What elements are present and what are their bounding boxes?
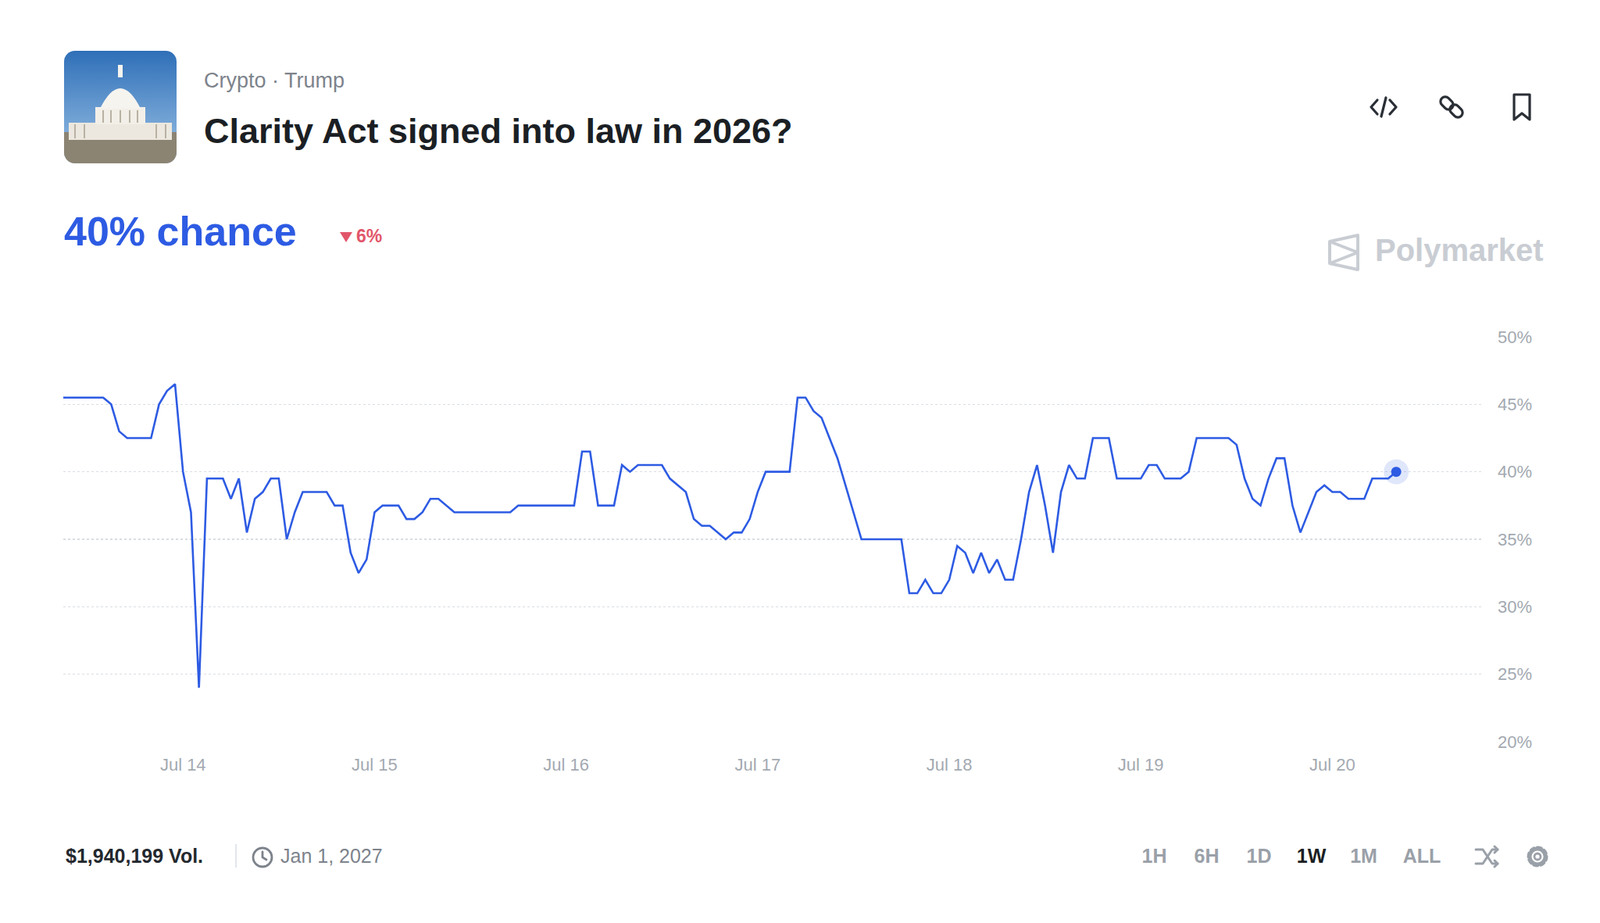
html-text:Clarity Act signed into law in: Clarity Act signed into law in 2026? <box>203 110 793 151</box>
html-text:$1,940,199 Vol.: $1,940,199 Vol. <box>65 844 204 867</box>
svg-text:Jul 19: Jul 19 <box>1117 754 1165 775</box>
html-text:Polymarket: Polymarket <box>1375 232 1544 268</box>
svg-text:50%: 50% <box>1497 327 1533 347</box>
svg-text:Jul 16: Jul 16 <box>542 754 590 775</box>
svg-text:30%: 30% <box>1497 596 1533 617</box>
html-text:Jan 1, 2027: Jan 1, 2027 <box>280 844 383 867</box>
svg-text:40%: 40% <box>1497 461 1533 482</box>
svg-text:35%: 35% <box>1497 529 1533 550</box>
html-text:1W: 1W <box>1296 844 1327 867</box>
svg-text:Jul 14: Jul 14 <box>160 754 207 775</box>
html-text:1M: 1M <box>1350 844 1378 867</box>
html-text:ALL: ALL <box>1402 844 1441 867</box>
html-text:6H: 6H <box>1194 844 1220 867</box>
svg-text:Jul 18: Jul 18 <box>926 754 973 775</box>
svg-text:25%: 25% <box>1497 664 1533 684</box>
svg-text:Jul 20: Jul 20 <box>1309 754 1356 775</box>
svg-text:Jul 15: Jul 15 <box>351 754 398 775</box>
svg-text:20%: 20% <box>1497 732 1533 752</box>
html-text:6%: 6% <box>356 225 383 247</box>
svg-text:45%: 45% <box>1497 394 1533 415</box>
html-text:40% chance: 40% chance <box>64 208 297 254</box>
html-text:1D: 1D <box>1246 844 1272 867</box>
html-text:Crypto · Trump: Crypto · Trump <box>203 68 345 93</box>
svg-text:Jul 17: Jul 17 <box>734 754 781 775</box>
html-text:1H: 1H <box>1141 844 1167 867</box>
